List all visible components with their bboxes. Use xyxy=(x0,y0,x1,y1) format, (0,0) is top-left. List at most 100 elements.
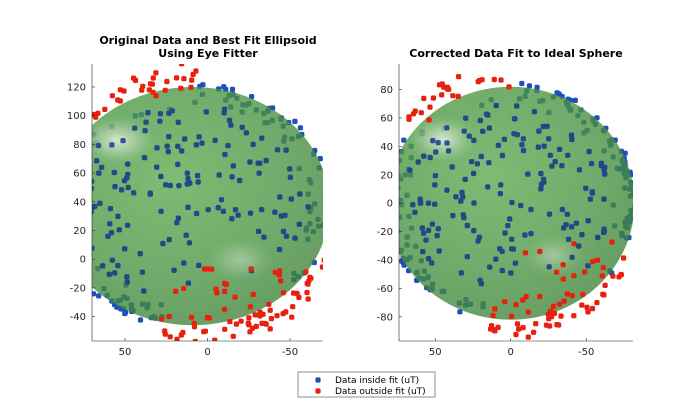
point-inside xyxy=(322,204,323,209)
point-outside xyxy=(554,269,560,275)
point-inside xyxy=(487,264,493,270)
point-inside xyxy=(541,143,547,149)
point-inside xyxy=(435,226,441,232)
point-inside xyxy=(522,232,528,238)
point-inside xyxy=(54,208,59,213)
point-inside xyxy=(510,246,516,252)
point-inside xyxy=(259,207,265,213)
point-inside xyxy=(383,189,388,194)
y-tick-label: 20 xyxy=(73,226,86,237)
point-outside xyxy=(490,312,496,319)
point-inside xyxy=(486,125,492,131)
point-outside xyxy=(232,294,238,300)
point-inside xyxy=(528,206,534,213)
point-inside xyxy=(96,170,102,176)
point-outside xyxy=(412,108,418,114)
point-outside xyxy=(178,85,184,91)
point-inside xyxy=(436,248,442,254)
point-outside xyxy=(560,262,566,268)
point-outside xyxy=(634,268,639,273)
point-inside xyxy=(220,208,226,214)
series-outside-fit xyxy=(92,64,323,341)
point-inside xyxy=(426,256,432,262)
point-inside xyxy=(478,153,484,160)
point-outside xyxy=(426,117,432,123)
point-inside xyxy=(444,187,450,193)
point-inside xyxy=(124,274,130,280)
point-outside xyxy=(283,309,289,315)
point-inside xyxy=(218,197,225,203)
point-inside xyxy=(460,194,466,200)
point-inside xyxy=(430,138,436,144)
point-inside xyxy=(573,220,579,226)
point-inside xyxy=(461,128,467,134)
point-inside xyxy=(81,133,86,138)
y-tick-label: 60 xyxy=(380,113,393,124)
point-inside xyxy=(458,270,464,276)
point-inside xyxy=(401,137,407,143)
point-outside xyxy=(513,331,519,338)
point-inside xyxy=(243,130,249,136)
point-outside xyxy=(571,313,577,319)
point-outside xyxy=(192,340,197,341)
point-inside xyxy=(417,200,424,206)
point-outside xyxy=(150,75,156,81)
point-inside xyxy=(164,143,170,149)
point-outside xyxy=(267,307,273,313)
point-outside xyxy=(516,326,522,332)
point-inside xyxy=(585,218,591,224)
point-outside xyxy=(227,319,233,325)
point-outside xyxy=(579,302,585,308)
point-inside xyxy=(601,226,607,232)
point-inside xyxy=(485,184,491,190)
point-inside xyxy=(565,152,571,158)
point-inside xyxy=(429,221,435,227)
point-inside xyxy=(143,119,149,125)
point-outside xyxy=(233,321,239,327)
point-outside xyxy=(252,312,258,318)
point-inside xyxy=(471,137,477,143)
point-inside xyxy=(425,200,432,206)
point-inside xyxy=(528,231,534,237)
plot-area xyxy=(383,74,639,340)
point-inside xyxy=(322,233,323,237)
point-inside xyxy=(125,161,131,167)
point-outside xyxy=(550,303,557,309)
point-outside xyxy=(609,239,615,245)
point-inside xyxy=(287,166,293,172)
point-inside xyxy=(457,309,463,315)
point-outside xyxy=(446,86,452,92)
point-inside xyxy=(541,179,547,185)
point-inside xyxy=(383,214,388,219)
point-outside xyxy=(502,299,508,305)
legend: Data inside fit (uT) Data outside fit (u… xyxy=(297,371,436,398)
point-inside xyxy=(183,232,189,238)
point-inside xyxy=(194,210,200,217)
point-inside xyxy=(179,148,185,154)
point-inside xyxy=(534,84,540,90)
point-inside xyxy=(92,291,97,297)
point-outside xyxy=(164,78,170,85)
point-outside xyxy=(131,75,137,81)
point-inside xyxy=(429,260,435,266)
point-inside xyxy=(423,237,429,243)
point-inside xyxy=(282,212,288,218)
y-tick-label: -80 xyxy=(377,312,393,323)
point-inside xyxy=(247,159,253,165)
point-inside xyxy=(569,224,575,230)
point-inside xyxy=(579,232,585,238)
x-tick-label: 50 xyxy=(119,347,132,358)
point-inside xyxy=(141,155,148,161)
point-inside xyxy=(561,225,567,231)
point-inside xyxy=(216,172,222,178)
panel-original: Original Data and Best Fit EllipsoidUsin… xyxy=(54,34,332,358)
point-inside xyxy=(391,153,396,158)
point-outside xyxy=(600,265,606,271)
point-inside xyxy=(327,223,332,228)
point-outside xyxy=(248,266,254,272)
point-outside xyxy=(421,95,427,101)
point-inside xyxy=(247,210,254,216)
point-inside xyxy=(174,220,180,226)
point-inside xyxy=(237,177,243,184)
